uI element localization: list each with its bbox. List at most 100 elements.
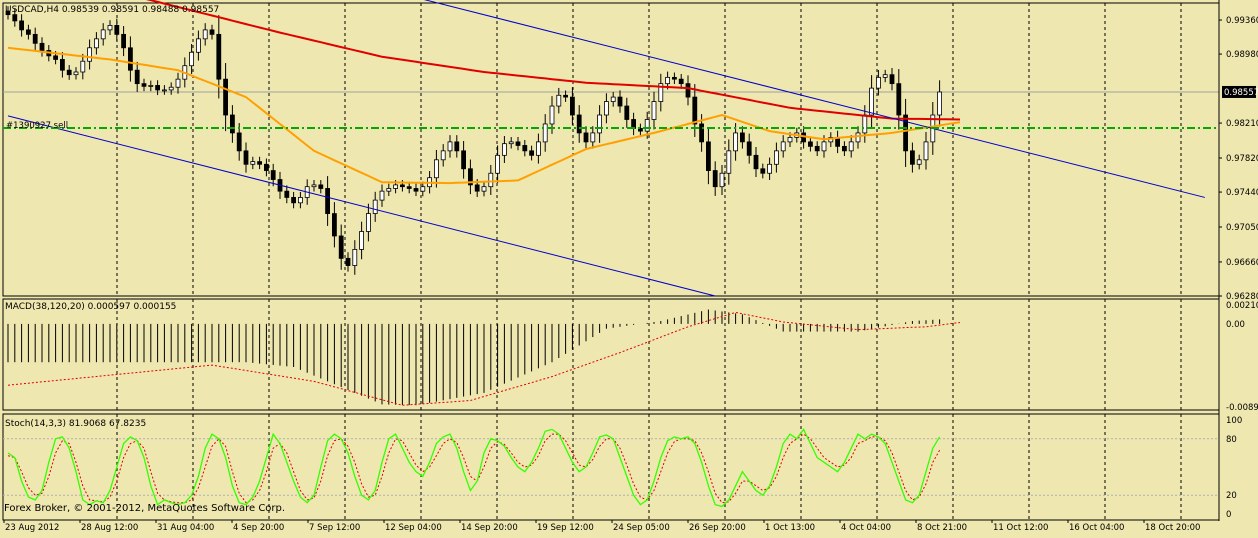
candle-body [733,132,738,152]
time-axis-label: 26 Sep 20:00 [689,523,746,533]
candle-body [597,114,602,134]
current-price-marker [1222,85,1256,98]
candle-body [876,76,881,89]
stoch-axis-label: 0 [1226,510,1231,520]
candle-body [433,159,439,179]
candle-body [114,25,120,35]
candle-body [25,29,31,35]
time-axis-label: 24 Sep 05:00 [613,523,670,533]
panel-frame-3 [2,413,1220,521]
candle-body [760,168,766,174]
price-axis-label: 0.99360 [1226,16,1258,26]
candle-body [440,150,446,161]
candle-body [297,197,303,204]
candle-body [189,51,195,67]
channel-upper-line [423,0,1205,198]
candle-body [263,163,269,171]
candle-body [529,150,534,156]
candle-body [250,161,256,165]
candle-body [236,132,242,152]
candle-body [393,184,399,189]
candle-body [386,188,392,192]
time-axis-label: 4 Oct 04:00 [841,523,891,533]
candle-body [141,83,147,87]
candle-body [318,184,324,189]
time-axis-label: 1 Oct 13:00 [765,523,815,533]
time-axis-label: 4 Sep 20:00 [233,523,284,533]
candle-body [706,141,711,171]
candle-body [644,119,650,132]
price-axis-label: 0.96280 [1226,292,1258,302]
candle-body [903,114,908,152]
candle-body [896,83,902,116]
candle-body [12,14,18,22]
candle-body [5,10,11,16]
candle-body [365,213,371,232]
candle-body [910,150,915,165]
candle-body [556,94,562,107]
time-axis-label: 16 Oct 04:00 [1069,523,1124,533]
candle-body [53,55,58,60]
candle-body [331,213,337,237]
price-axis-label: 0.98980 [1226,50,1258,60]
candle-body [508,141,514,145]
candle-body [345,257,351,266]
candle-body [522,145,528,152]
candle-body [882,74,888,78]
stoch-axis-label: 20 [1226,491,1237,501]
time-axis-label: 18 Oct 20:00 [1145,523,1200,533]
stoch-axis-label: 100 [1226,416,1242,426]
price-axis-label: 0.97440 [1226,188,1258,198]
candle-body [461,150,467,170]
candle-body [311,184,317,188]
candle-body [420,186,426,192]
candle-body [352,249,358,266]
candle-body [692,96,698,125]
candle-body [542,123,548,143]
candle-body [175,78,181,88]
candle-body [916,159,922,165]
candle-body [923,141,929,161]
candle-body [937,91,942,116]
ma-fast-line [7,46,961,185]
candle-body [862,114,868,134]
time-axis-label: 12 Sep 04:00 [385,523,442,533]
candle-body [202,29,208,40]
candle-body [359,231,365,250]
candle-body [808,141,813,147]
candle-body [889,74,895,85]
candle-body [842,145,847,152]
candle-body [19,20,25,31]
candle-body [257,161,263,165]
candle-body [774,150,779,165]
candle-body [338,235,344,259]
candle-body [604,101,609,116]
candle-body [229,114,235,134]
candle-body [488,172,494,188]
candle-body [372,199,378,214]
candle-body [869,87,874,116]
stoch-signal-line [7,433,941,504]
current-price-label: 0.98557 [1224,88,1258,98]
candle-body [638,128,643,132]
macd-axis-label: 0.00 [1226,320,1245,330]
candle-body [73,71,79,76]
time-axis-label: 7 Sep 12:00 [309,523,360,533]
candle-body [161,89,167,92]
candle-body [406,186,412,189]
macd-axis-label: -0.00899 [1226,403,1258,413]
candle-body [379,190,385,201]
candle-body [563,94,568,98]
candle-body [610,96,616,102]
candle-body [284,190,290,198]
time-axis-label: 8 Oct 21:00 [917,523,967,533]
candle-body [753,154,759,170]
candle-body [399,184,405,188]
candle-body [726,150,732,174]
candle-body [481,186,487,192]
candle-body [454,141,460,152]
candle-body [39,42,45,51]
candle-body [155,85,161,91]
